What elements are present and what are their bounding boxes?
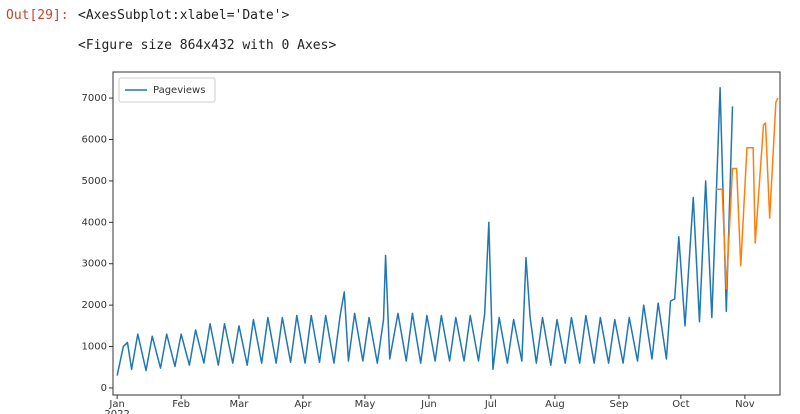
y-tick-label: 4000 [82,217,107,228]
y-tick-label: 2000 [82,300,107,311]
y-tick-label: 0 [101,383,107,394]
y-tick-label: 1000 [82,342,107,353]
x-tick-label: May [355,399,376,410]
x-tick-label: Mar [230,399,250,410]
y-tick-label: 6000 [82,134,107,145]
x-year-label: 2022 [104,409,129,414]
output-text: <AxesSubplot:xlabel='Date'> [78,8,290,23]
x-tick-label: Jan [108,399,124,410]
series-line [715,97,779,290]
x-tick-label: Oct [672,399,689,410]
x-tick-label: Feb [172,399,190,410]
legend-label: Pageviews [153,85,205,96]
x-tick-label: Aug [545,399,565,410]
output-text: <Figure size 864x432 with 0 Axes> [78,38,337,53]
x-tick-label: Sep [609,399,628,410]
output-prompt: Out[29]: [6,8,69,23]
series-line [116,86,734,376]
x-tick-label: Nov [735,399,755,410]
x-tick-label: Apr [294,399,312,410]
y-tick-label: 3000 [82,259,107,270]
y-tick-label: 7000 [82,93,107,104]
x-tick-label: Jun [420,399,437,410]
x-tick-label: Jul [484,399,497,410]
legend-box [118,77,216,103]
y-tick-label: 5000 [82,176,107,187]
